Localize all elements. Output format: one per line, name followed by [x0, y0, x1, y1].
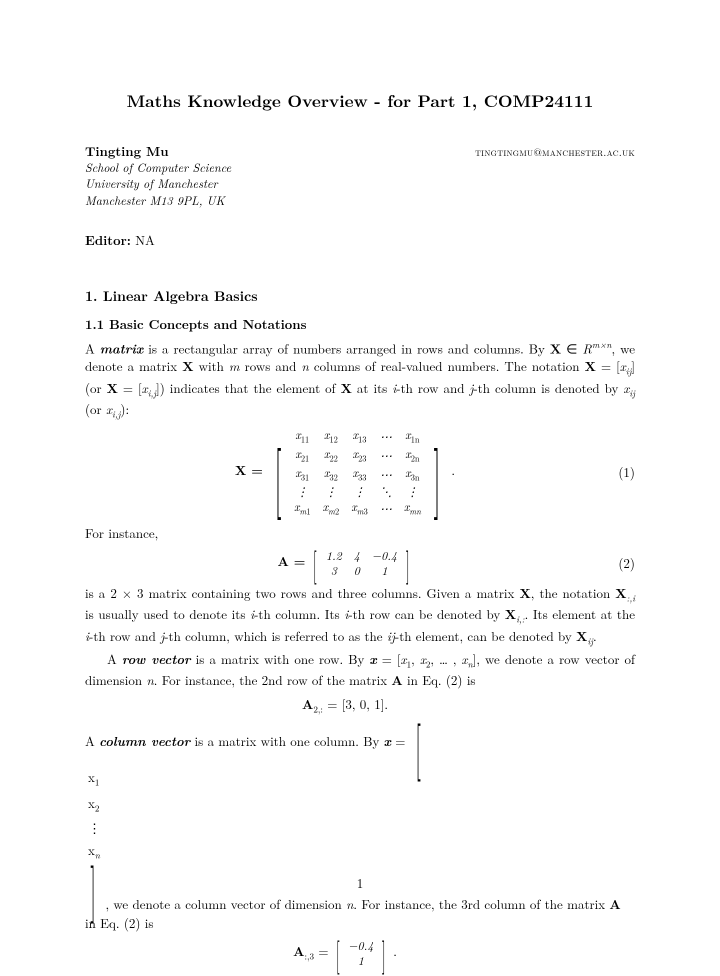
matrix-column-vector: [	[410, 723, 426, 764]
paragraph: is a 2 × 3 matrix containing two rows an…	[85, 584, 635, 648]
author-row: Tingting Mu tingtingmu@manchester.ac.uk	[85, 142, 635, 160]
paragraph: For instance,	[85, 524, 635, 542]
section-heading: 1. Linear Algebra Basics	[85, 287, 635, 307]
editor-label: Editor:	[85, 230, 131, 249]
term-row-vector: row vector	[122, 649, 191, 668]
term-matrix: matrix	[100, 338, 143, 357]
author-name: Tingting Mu	[85, 142, 169, 160]
page-number: 1	[0, 874, 720, 892]
affiliation-line: School of Computer Science	[85, 160, 635, 176]
equation-number: (1)	[605, 463, 635, 481]
editor-line: Editor: NA	[85, 231, 635, 249]
affiliation-line: Manchester M13 9PL, UK	[85, 193, 635, 209]
editor-value: NA	[135, 230, 155, 249]
paragraph: A column vector is a matrix with one col…	[85, 723, 635, 764]
equation-column-vector: A:,3 = [ −0.4 1 ] .	[85, 938, 635, 968]
matrix-x: [ x11x12x13⋯x1n x21x22x23⋯x2n x31x32x33⋯…	[268, 427, 447, 518]
paragraph: A row vector is a matrix with one row. B…	[85, 650, 635, 690]
paragraph: A matrix is a rectangular array of numbe…	[85, 339, 635, 421]
equation-row-vector: A2,: = [3, 0, 1].	[85, 695, 635, 716]
author-email: tingtingmu@manchester.ac.uk	[475, 145, 635, 160]
affiliation-line: University of Manchester	[85, 176, 635, 192]
subsection-heading: 1.1 Basic Concepts and Notations	[85, 315, 635, 333]
equation-number: (2)	[605, 554, 635, 572]
page-title: Maths Knowledge Overview - for Part 1, C…	[85, 90, 635, 114]
equation-1: X = [ x11x12x13⋯x1n x21x22x23⋯x2n x31x32…	[85, 427, 635, 518]
matrix-a: [ 1.24−0.4 301 ]	[310, 548, 412, 578]
document-page: Maths Knowledge Overview - for Part 1, C…	[0, 0, 720, 932]
equation-2: A = [ 1.24−0.4 301 ] (2)	[85, 548, 635, 578]
matrix-a-col3: [ −0.4 1 ]	[333, 938, 389, 968]
term-column-vector: column vector	[99, 731, 190, 750]
